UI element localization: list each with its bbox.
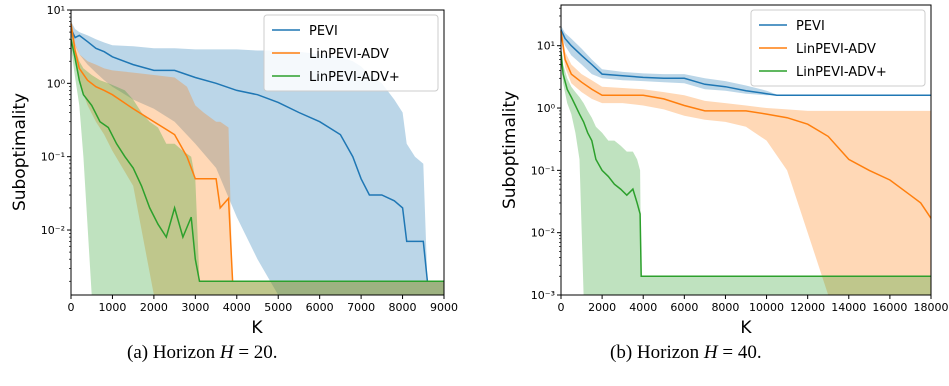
y-tick-label: 10⁻³ — [531, 289, 555, 302]
x-tick-label: 0 — [68, 301, 75, 314]
plot-frame — [560, 4, 932, 296]
y-tick-label: 10⁻¹ — [531, 164, 555, 177]
legend-label-pevi: PEVI — [309, 24, 338, 39]
y-tick-label: 10⁰ — [47, 77, 66, 90]
y-tick-label: 10¹ — [537, 40, 555, 53]
x-tick-label: 3000 — [181, 301, 209, 314]
chart-panel-b: 0 2000 4000 6000 8000 10000 12000 14000 16000 180… — [500, 4, 949, 338]
x-tick-label: 8000 — [389, 301, 417, 314]
legend-label-pevi: PEVI — [796, 19, 825, 34]
x-tick-label: 4000 — [629, 301, 657, 314]
y-tick-label: 10⁰ — [537, 102, 556, 115]
caption-a: (a) Horizon H = 20. — [127, 342, 278, 363]
legend-label-linpevi-adv-plus: LinPEVI-ADV+ — [796, 65, 887, 80]
confidence-band-linpevi-adv — [561, 26, 931, 296]
y-tick-label: 10¹ — [47, 4, 65, 17]
x-tick-label: 6000 — [670, 301, 698, 314]
x-tick-label: 14000 — [831, 301, 866, 314]
series-line-pevi — [560, 29, 931, 97]
y-axis-label: Suboptimality — [10, 93, 30, 211]
x-tick-label: 1000 — [98, 301, 126, 314]
x-tick-label: 18000 — [914, 301, 949, 314]
legend-box — [263, 14, 439, 92]
confidence-band-linpevi-adv-plus — [561, 45, 931, 296]
series-line-linpevi-adv — [70, 23, 444, 283]
y-axis-label: Suboptimality — [500, 91, 520, 209]
legend-label-linpevi-adv: LinPEVI-ADV — [796, 42, 876, 57]
confidence-band-linpevi-adv-plus — [71, 29, 444, 295]
x-tick-label: 2000 — [588, 301, 616, 314]
legend-label-linpevi-adv-plus: LinPEVI-ADV+ — [309, 70, 400, 85]
legend: PEVI LinPEVI-ADV LinPEVI-ADV+ — [263, 14, 439, 92]
series-line-linpevi-adv-plus — [70, 39, 444, 283]
y-tick-label: 10⁻² — [41, 224, 65, 237]
x-tick-label: 7000 — [347, 301, 375, 314]
x-tick-label: 10000 — [749, 301, 784, 314]
caption-b: (b) Horizon H = 40. — [610, 342, 762, 363]
x-tick-label: 16000 — [872, 301, 907, 314]
x-tick-label: 6000 — [306, 301, 334, 314]
y-tick-label: 10⁻² — [531, 227, 555, 240]
series-line-linpevi-adv-plus — [560, 51, 931, 277]
x-axis-label: K — [740, 318, 752, 338]
legend-box — [750, 9, 926, 87]
chart-panel-a: 0 1000 2000 3000 4000 5000 6000 7000 8000 9000 10⁻… — [10, 4, 458, 338]
y-tick-label: 10⁻¹ — [41, 151, 65, 164]
x-tick-label: 9000 — [430, 301, 458, 314]
x-tick-label: 4000 — [223, 301, 251, 314]
series-line-linpevi-adv — [560, 31, 932, 219]
x-axis-label: K — [251, 318, 263, 338]
x-tick-label: 8000 — [711, 301, 739, 314]
legend-label-linpevi-adv: LinPEVI-ADV — [309, 47, 389, 62]
plot-frame — [70, 9, 445, 296]
confidence-band-linpevi-adv — [71, 17, 444, 295]
x-tick-label: 5000 — [264, 301, 292, 314]
legend: PEVI LinPEVI-ADV LinPEVI-ADV+ — [750, 9, 926, 87]
x-tick-label: 12000 — [790, 301, 825, 314]
series-line-pevi — [70, 28, 444, 283]
x-tick-label: 2000 — [140, 301, 168, 314]
x-tick-label: 0 — [558, 301, 565, 314]
